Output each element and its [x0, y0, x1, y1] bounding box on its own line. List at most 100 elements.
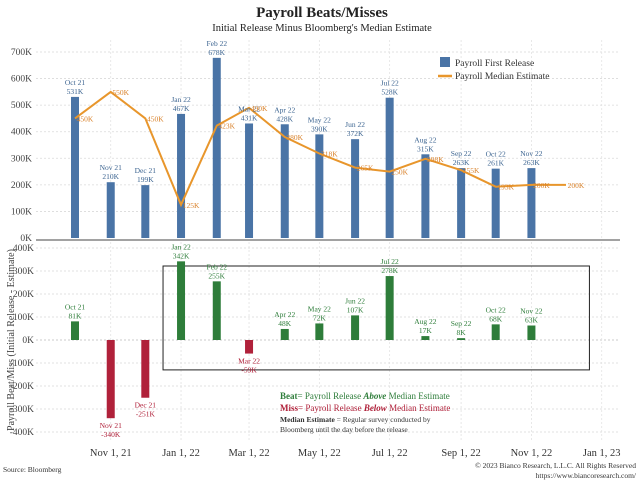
first-release-bar: [351, 139, 360, 238]
bar-category-label: Jun 22: [345, 296, 365, 305]
bar-category-label: Feb 22: [206, 39, 227, 48]
bar-category-label: May 22: [308, 115, 331, 124]
y-tick-label: 400K: [13, 244, 34, 254]
notes: Beat= Payroll Release Above Median Estim…: [280, 391, 450, 434]
bar-category-label: May 22: [308, 304, 331, 313]
miss-bar: [106, 340, 115, 419]
beat-bar: [71, 321, 79, 340]
estimate-value-label: 125K: [183, 201, 200, 210]
first-release-bars: [71, 57, 536, 239]
bar-category-label: Aug 22: [414, 135, 437, 144]
beat-bar: [491, 324, 500, 340]
beat-bar: [212, 281, 221, 340]
x-tick-label: Nov 1, 21: [90, 448, 132, 459]
estimate-value-label: 250K: [391, 168, 408, 177]
bar-category-label: Jan 22: [171, 95, 191, 104]
bar-category-label: Nov 21: [100, 163, 123, 172]
y-tick-label: -100K: [10, 359, 34, 369]
median-note: Median Estimate = Regular survey conduct…: [280, 415, 431, 424]
first-release-bar: [212, 57, 221, 238]
bar-value-label: 678K: [208, 48, 225, 57]
miss-bar: [141, 340, 150, 398]
x-tick-label: Jan 1, 23: [583, 448, 621, 459]
bar-category-label: Nov 22: [520, 149, 543, 158]
bar-value-label: 199K: [137, 175, 154, 184]
bar-category-label: Dec 21: [135, 401, 157, 410]
estimate-value-label: 450K: [77, 114, 94, 123]
first-release-bar: [177, 113, 186, 238]
legend: Payroll First Release Payroll Median Est…: [438, 57, 549, 82]
estimate-value-label: 550K: [112, 88, 129, 97]
y-tick-label: 500K: [11, 101, 32, 111]
bottom-grid: [36, 242, 620, 440]
estimate-value-label: 490K: [251, 104, 268, 113]
bar-value-label: 342K: [173, 251, 190, 260]
estimate-value-label: 200K: [533, 181, 550, 190]
estimate-value-label: 265K: [357, 164, 374, 173]
beat-bar: [385, 276, 394, 340]
bar-category-label: Sep 22: [451, 319, 472, 328]
bar-value-label: 531K: [67, 87, 84, 96]
beat-miss-bars: [71, 261, 536, 419]
bar-category-label: Oct 21: [65, 78, 85, 87]
y-tick-label: 100K: [13, 313, 34, 323]
beat-bar: [421, 336, 430, 340]
median-note-bold: Median Estimate: [280, 415, 335, 424]
bar-category-label: Nov 21: [100, 421, 123, 430]
estimate-value-label: 318K: [321, 150, 338, 159]
bar-value-label: 72K: [313, 313, 327, 322]
website-link[interactable]: https://www.biancoresearch.com/: [536, 471, 637, 480]
bar-category-label: Dec 21: [135, 166, 157, 175]
source-text: Source: Bloomberg: [3, 465, 62, 474]
bar-value-label: 81K: [69, 311, 83, 320]
bar-value-label: 372K: [347, 129, 364, 138]
miss-note: Miss= Payroll Release Below Median Estim…: [280, 403, 450, 413]
bottom-y-axis-label: Payroll Beat/Miss (Initial Release - Est…: [6, 249, 17, 431]
bar-value-label: 467K: [173, 104, 190, 113]
beat-note-mid: = Payroll Release: [298, 391, 364, 401]
first-release-bar: [385, 97, 394, 239]
beat-bar: [280, 328, 289, 340]
bar-category-label: Apr 22: [274, 105, 295, 114]
miss-note-emphasis: Below: [363, 403, 388, 413]
x-tick-label: Mar 1, 22: [228, 448, 269, 459]
bar-value-label: 263K: [453, 158, 470, 167]
x-tick-label: May 1, 22: [298, 448, 341, 459]
beat-note-emphasis: Above: [362, 391, 386, 401]
bar-category-label: Jul 22: [381, 79, 399, 88]
bar-category-label: Oct 21: [65, 302, 85, 311]
bar-value-label: 263K: [523, 158, 540, 167]
bar-category-label: Nov 22: [520, 307, 543, 316]
legend-swatch-first-release: [440, 57, 450, 67]
estimate-value-label: 380K: [286, 133, 303, 142]
bar-value-label: 428K: [276, 114, 293, 123]
y-tick-label: 0K: [20, 234, 32, 244]
beat-note-suffix: Median Estimate: [386, 391, 449, 401]
bar-value-label: 17K: [419, 326, 433, 335]
y-tick-label: -300K: [10, 405, 34, 415]
beat-bar: [457, 338, 466, 340]
x-tick-label: Jul 1, 22: [372, 448, 408, 459]
chart-title: Payroll Beats/Misses: [256, 5, 388, 21]
estimate-value-label: 255K: [463, 166, 480, 175]
median-estimate-polyline: [74, 90, 566, 208]
median-note-line2: Bloomberg until the day before the relea…: [280, 425, 408, 434]
estimate-value-label: 200K: [568, 181, 585, 190]
bar-value-label: 261K: [487, 159, 504, 168]
bar-value-label: 48K: [278, 319, 292, 328]
bar-value-label: 255K: [208, 271, 225, 280]
first-release-bar: [245, 123, 254, 238]
bar-value-label: -59K: [241, 366, 257, 375]
top-y-axis: 0K 100K 200K 300K 400K 500K 600K 700K: [11, 48, 32, 244]
first-release-bar: [421, 154, 430, 238]
bar-value-label: 210K: [102, 172, 119, 181]
estimate-value-label: 193K: [497, 183, 514, 192]
bar-category-label: Jun 22: [345, 120, 365, 129]
chart-subtitle: Initial Release Minus Bloomberg's Median…: [212, 23, 432, 34]
y-tick-label: 200K: [11, 181, 32, 191]
beat-bar: [315, 323, 324, 340]
x-tick-label: Nov 1, 22: [511, 448, 553, 459]
bar-category-label: Oct 22: [486, 150, 506, 159]
bar-value-label: 528K: [381, 88, 398, 97]
